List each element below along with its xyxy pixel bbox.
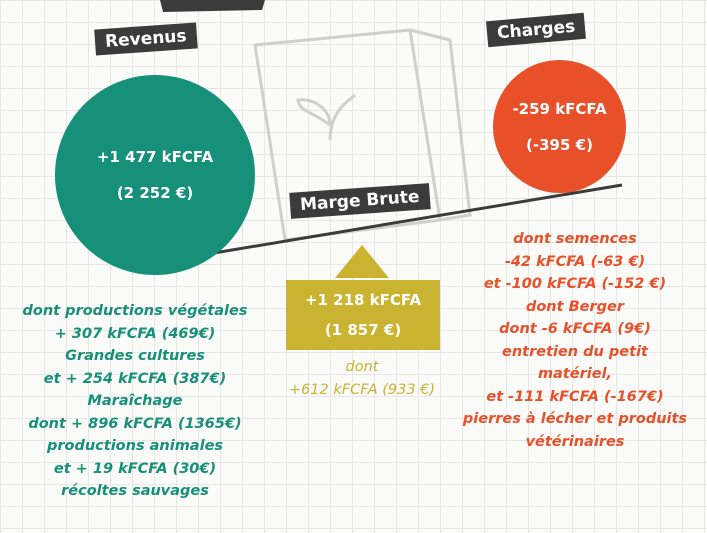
charges-details: dont semences-42 kFCFA (-63 €)et -100 kF…: [450, 228, 700, 453]
charges-detail-line: entretien du petit: [450, 341, 700, 364]
charges-detail-line: matériel,: [450, 363, 700, 386]
revenus-detail-line: Maraîchage: [0, 390, 270, 413]
marge-kfcfa: +1 218 kFCFA: [305, 285, 421, 315]
marge-detail-line: +612 kFCFA (933 €): [262, 379, 462, 402]
charges-detail-line: pierres à lécher et produits: [450, 408, 700, 431]
charges-detail-line: et -100 kFCFA (-152 €): [450, 273, 700, 296]
revenus-detail-line: récoltes sauvages: [0, 480, 270, 503]
revenus-detail-line: et + 254 kFCFA (387€): [0, 368, 270, 391]
marge-details: dont+612 kFCFA (933 €): [262, 356, 462, 401]
infographic: +1 477 kFCFA (2 252 €) -259 kFCFA (-395 …: [0, 0, 707, 533]
charges-kfcfa: -259 kFCFA: [512, 91, 606, 127]
revenus-detail-line: dont productions végétales: [0, 300, 270, 323]
marge-box: +1 218 kFCFA (1 857 €): [286, 280, 440, 350]
charges-detail-line: dont Berger: [450, 296, 700, 319]
charges-detail-line: dont semences: [450, 228, 700, 251]
charges-detail-line: et -111 kFCFA (-167€): [450, 386, 700, 409]
revenus-detail-line: et + 19 kFCFA (30€): [0, 458, 270, 481]
revenus-details: dont productions végétales+ 307 kFCFA (4…: [0, 300, 270, 503]
revenus-detail-line: productions animales: [0, 435, 270, 458]
charges-detail-line: dont -6 kFCFA (9€): [450, 318, 700, 341]
charges-detail-line: -42 kFCFA (-63 €): [450, 251, 700, 274]
revenus-circle: +1 477 kFCFA (2 252 €): [55, 75, 255, 275]
marge-eur: (1 857 €): [325, 315, 401, 345]
revenus-detail-line: + 307 kFCFA (469€): [0, 323, 270, 346]
revenus-detail-line: Grandes cultures: [0, 345, 270, 368]
revenus-kfcfa: +1 477 kFCFA: [97, 139, 213, 175]
charges-detail-line: vétérinaires: [450, 431, 700, 454]
charges-circle: -259 kFCFA (-395 €): [493, 60, 626, 193]
charges-eur: (-395 €): [526, 127, 593, 163]
marge-detail-line: dont: [262, 356, 462, 379]
revenus-eur: (2 252 €): [117, 175, 193, 211]
revenus-detail-line: dont + 896 kFCFA (1365€): [0, 413, 270, 436]
